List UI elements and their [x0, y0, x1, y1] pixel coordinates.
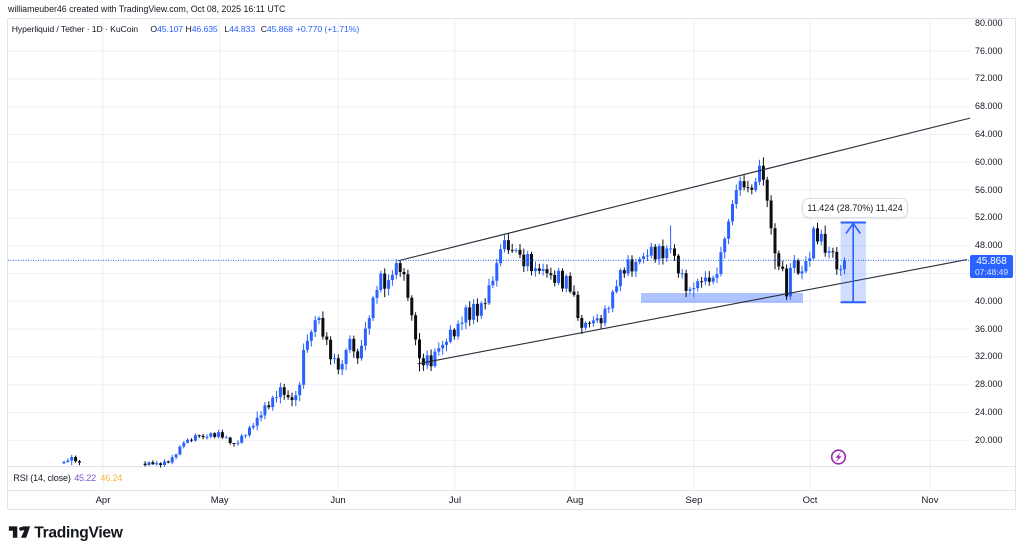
- svg-text:TradingView: TradingView: [34, 525, 123, 542]
